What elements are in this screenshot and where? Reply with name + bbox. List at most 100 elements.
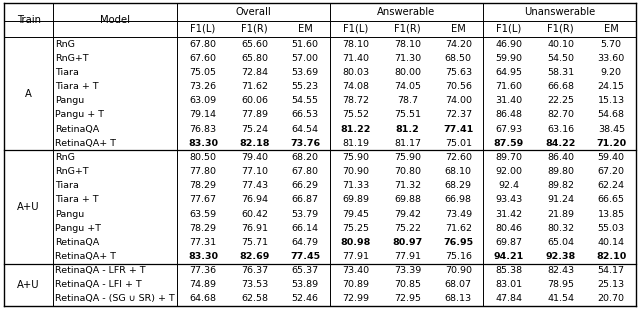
Text: 55.03: 55.03 bbox=[598, 224, 625, 233]
Text: 73.49: 73.49 bbox=[445, 210, 472, 218]
Text: 64.54: 64.54 bbox=[292, 125, 319, 133]
Text: 54.17: 54.17 bbox=[598, 266, 625, 275]
Text: 92.38: 92.38 bbox=[545, 252, 576, 261]
Text: 79.42: 79.42 bbox=[394, 210, 421, 218]
Text: 71.40: 71.40 bbox=[342, 54, 369, 63]
Text: 89.70: 89.70 bbox=[495, 153, 522, 162]
Text: 70.85: 70.85 bbox=[394, 280, 421, 289]
Text: 75.16: 75.16 bbox=[445, 252, 472, 261]
Text: 68.20: 68.20 bbox=[292, 153, 319, 162]
Text: 70.56: 70.56 bbox=[445, 82, 472, 91]
Text: Pangu: Pangu bbox=[56, 210, 84, 218]
Text: 91.24: 91.24 bbox=[547, 195, 574, 204]
Text: 71.33: 71.33 bbox=[342, 181, 369, 190]
Text: 92.4: 92.4 bbox=[499, 181, 520, 190]
Text: 85.38: 85.38 bbox=[495, 266, 522, 275]
Text: 20.70: 20.70 bbox=[598, 294, 625, 303]
Text: 76.37: 76.37 bbox=[241, 266, 268, 275]
Text: 55.23: 55.23 bbox=[292, 82, 319, 91]
Text: Tiara + T: Tiara + T bbox=[56, 82, 99, 91]
Text: 75.71: 75.71 bbox=[241, 238, 268, 247]
Text: F1(L): F1(L) bbox=[190, 24, 216, 34]
Text: 73.26: 73.26 bbox=[189, 82, 216, 91]
Text: 69.87: 69.87 bbox=[495, 238, 522, 247]
Text: 80.97: 80.97 bbox=[392, 238, 423, 247]
Text: 54.68: 54.68 bbox=[598, 111, 625, 120]
Text: 81.2: 81.2 bbox=[396, 125, 420, 133]
Text: 82.43: 82.43 bbox=[547, 266, 574, 275]
Text: 86.40: 86.40 bbox=[547, 153, 574, 162]
Text: 72.60: 72.60 bbox=[445, 153, 472, 162]
Text: 66.98: 66.98 bbox=[445, 195, 472, 204]
Text: 57.00: 57.00 bbox=[292, 54, 319, 63]
Text: 24.15: 24.15 bbox=[598, 82, 625, 91]
Text: 53.79: 53.79 bbox=[292, 210, 319, 218]
Text: 70.90: 70.90 bbox=[445, 266, 472, 275]
Text: 79.40: 79.40 bbox=[241, 153, 268, 162]
Text: 92.00: 92.00 bbox=[495, 167, 522, 176]
Text: 79.45: 79.45 bbox=[342, 210, 369, 218]
Text: 72.95: 72.95 bbox=[394, 294, 421, 303]
Text: 77.10: 77.10 bbox=[241, 167, 268, 176]
Text: 66.65: 66.65 bbox=[598, 195, 625, 204]
Text: 31.40: 31.40 bbox=[495, 96, 522, 105]
Text: RnG: RnG bbox=[56, 153, 76, 162]
Text: 75.22: 75.22 bbox=[394, 224, 421, 233]
Text: 77.36: 77.36 bbox=[189, 266, 216, 275]
Text: 78.72: 78.72 bbox=[342, 96, 369, 105]
Text: 80.98: 80.98 bbox=[340, 238, 371, 247]
Text: Train: Train bbox=[17, 15, 41, 25]
Text: 77.89: 77.89 bbox=[241, 111, 268, 120]
Text: Pangu +T: Pangu +T bbox=[56, 224, 101, 233]
Text: 51.60: 51.60 bbox=[292, 40, 319, 49]
Text: 77.91: 77.91 bbox=[394, 252, 421, 261]
Text: 65.60: 65.60 bbox=[241, 40, 268, 49]
Text: 31.42: 31.42 bbox=[495, 210, 522, 218]
Text: 64.68: 64.68 bbox=[189, 294, 216, 303]
Text: Answerable: Answerable bbox=[378, 7, 436, 17]
Text: 75.24: 75.24 bbox=[241, 125, 268, 133]
Text: 82.10: 82.10 bbox=[596, 252, 627, 261]
Text: 53.89: 53.89 bbox=[292, 280, 319, 289]
Text: RetinaQA - LFI + T: RetinaQA - LFI + T bbox=[56, 280, 142, 289]
Text: 58.31: 58.31 bbox=[547, 68, 574, 77]
Text: 59.40: 59.40 bbox=[598, 153, 625, 162]
Text: 66.68: 66.68 bbox=[547, 82, 574, 91]
Text: 78.95: 78.95 bbox=[547, 280, 574, 289]
Text: Tiara: Tiara bbox=[56, 68, 79, 77]
Text: 75.25: 75.25 bbox=[342, 224, 369, 233]
Text: 77.43: 77.43 bbox=[241, 181, 268, 190]
Text: 65.04: 65.04 bbox=[547, 238, 574, 247]
Text: 77.67: 77.67 bbox=[189, 195, 216, 204]
Text: 71.32: 71.32 bbox=[394, 181, 421, 190]
Text: 46.90: 46.90 bbox=[495, 40, 522, 49]
Text: 80.03: 80.03 bbox=[342, 68, 369, 77]
Text: F1(R): F1(R) bbox=[241, 24, 268, 34]
Text: 74.08: 74.08 bbox=[342, 82, 369, 91]
Text: 78.10: 78.10 bbox=[342, 40, 369, 49]
Text: 62.58: 62.58 bbox=[241, 294, 268, 303]
Text: 76.95: 76.95 bbox=[444, 238, 474, 247]
Text: Overall: Overall bbox=[236, 7, 271, 17]
Text: 81.17: 81.17 bbox=[394, 139, 421, 148]
Text: 75.90: 75.90 bbox=[342, 153, 369, 162]
Text: 82.70: 82.70 bbox=[547, 111, 574, 120]
Text: 80.50: 80.50 bbox=[189, 153, 216, 162]
Text: 81.19: 81.19 bbox=[342, 139, 369, 148]
Text: 83.30: 83.30 bbox=[188, 139, 218, 148]
Text: 75.05: 75.05 bbox=[189, 68, 216, 77]
Text: 67.80: 67.80 bbox=[292, 167, 319, 176]
Text: 66.53: 66.53 bbox=[292, 111, 319, 120]
Text: 73.40: 73.40 bbox=[342, 266, 369, 275]
Text: 64.95: 64.95 bbox=[495, 68, 522, 77]
Text: 74.20: 74.20 bbox=[445, 40, 472, 49]
Text: 9.20: 9.20 bbox=[601, 68, 622, 77]
Text: 78.10: 78.10 bbox=[394, 40, 421, 49]
Text: A+U: A+U bbox=[17, 202, 40, 212]
Text: 25.13: 25.13 bbox=[598, 280, 625, 289]
Text: 89.80: 89.80 bbox=[547, 167, 574, 176]
Text: 66.87: 66.87 bbox=[292, 195, 319, 204]
Text: 68.29: 68.29 bbox=[445, 181, 472, 190]
Text: F1(L): F1(L) bbox=[496, 24, 522, 34]
Text: 76.83: 76.83 bbox=[189, 125, 216, 133]
